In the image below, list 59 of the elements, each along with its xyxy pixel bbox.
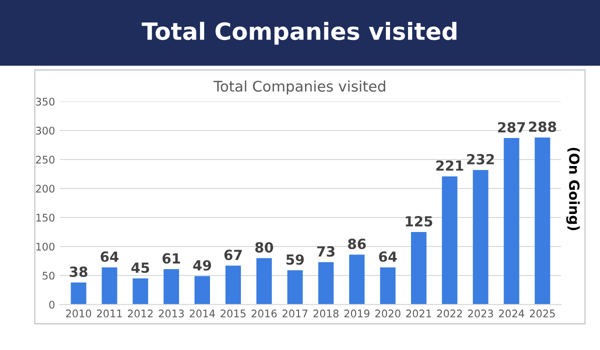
bar bbox=[472, 170, 488, 304]
bar bbox=[442, 176, 458, 304]
data-label: 80 bbox=[255, 242, 274, 253]
data-label: 221 bbox=[436, 160, 464, 171]
bar bbox=[70, 282, 86, 304]
x-tick-label: 2010 bbox=[66, 310, 92, 318]
data-label: 64 bbox=[100, 251, 119, 262]
bar bbox=[287, 270, 303, 304]
bar bbox=[225, 266, 241, 304]
x-tick-label: 2017 bbox=[282, 310, 308, 318]
data-label: 288 bbox=[529, 121, 556, 132]
x-tick-label: 2018 bbox=[313, 310, 339, 318]
bar bbox=[534, 137, 550, 304]
bar bbox=[349, 254, 365, 304]
x-tick-label: 2022 bbox=[437, 310, 462, 318]
chart-title: Total Companies visited bbox=[142, 22, 456, 45]
data-label: 59 bbox=[286, 254, 304, 265]
y-tick-label: 350 bbox=[36, 98, 54, 106]
data-label: 45 bbox=[131, 262, 150, 273]
bar bbox=[164, 269, 180, 304]
data-label: 61 bbox=[162, 253, 180, 264]
data-label: 64 bbox=[379, 251, 397, 262]
data-label: 67 bbox=[224, 250, 242, 260]
data-label: 125 bbox=[406, 216, 432, 227]
x-tick-label: 2012 bbox=[128, 310, 153, 318]
data-label: 73 bbox=[317, 246, 335, 257]
bar bbox=[504, 138, 520, 304]
x-tick-label: 2019 bbox=[344, 310, 370, 318]
bar bbox=[194, 276, 210, 304]
data-label: 86 bbox=[348, 238, 366, 250]
x-tick-label: 2020 bbox=[375, 310, 400, 318]
data-label: 38 bbox=[70, 266, 88, 277]
x-tick-label: 2014 bbox=[190, 310, 215, 318]
bar bbox=[132, 278, 148, 304]
chart-subtitle: Total Companies visited bbox=[213, 80, 386, 95]
bar bbox=[102, 267, 118, 304]
bar bbox=[380, 267, 396, 304]
bar bbox=[411, 232, 426, 304]
x-tick-label: 2011 bbox=[96, 310, 122, 318]
data-label: 287 bbox=[498, 122, 525, 133]
x-tick-label: 2021 bbox=[406, 310, 432, 318]
y-tick-label: 200 bbox=[36, 184, 54, 193]
data-label: 232 bbox=[467, 154, 494, 164]
y-tick-label: 250 bbox=[36, 156, 54, 164]
x-tick-label: 2024 bbox=[499, 310, 524, 318]
bar bbox=[256, 258, 272, 304]
y-tick-label: 150 bbox=[36, 214, 54, 222]
x-tick-label: 2025 bbox=[530, 310, 555, 318]
data-label: 49 bbox=[193, 260, 212, 271]
bar bbox=[318, 262, 334, 304]
x-tick-label: 2015 bbox=[220, 310, 246, 318]
y-tick-label: 50 bbox=[42, 272, 54, 280]
y-tick-label: 0 bbox=[49, 300, 54, 309]
y-tick-label: 300 bbox=[36, 126, 54, 135]
x-tick-label: 2023 bbox=[468, 310, 494, 318]
y-tick-label: 100 bbox=[36, 242, 54, 251]
x-tick-label: 2016 bbox=[252, 310, 277, 318]
x-tick-label: 2013 bbox=[158, 310, 184, 318]
text: (On Going) bbox=[566, 148, 580, 230]
